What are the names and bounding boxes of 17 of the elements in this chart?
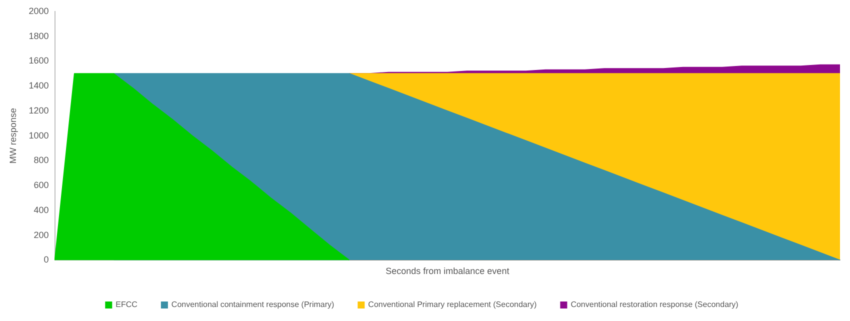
y-tick-label: 200 (34, 230, 49, 240)
y-tick-label: 1800 (28, 30, 49, 41)
y-tick-label: 2000 (28, 6, 49, 16)
legend-label: Conventional containment response (Primary) (171, 300, 335, 310)
y-tick-label: 1600 (28, 56, 49, 66)
y-tick-label: 1400 (28, 80, 49, 91)
legend-label: Conventional restoration response (Secondary) (570, 300, 739, 310)
x-axis-title: Seconds from imbalance event (386, 266, 510, 276)
legend-label: Conventional Primary replacement (Secondary) (368, 300, 538, 310)
y-tick-label: 0 (44, 254, 49, 265)
y-tick-label: 1000 (28, 130, 49, 140)
y-axis-title: MW response (8, 108, 18, 164)
y-tick-label: 400 (34, 204, 49, 215)
legend-label: EFCC (116, 300, 138, 310)
y-tick-label: 1200 (28, 105, 49, 116)
y-tick-label: 600 (34, 180, 49, 190)
y-tick-label: 800 (34, 155, 49, 166)
